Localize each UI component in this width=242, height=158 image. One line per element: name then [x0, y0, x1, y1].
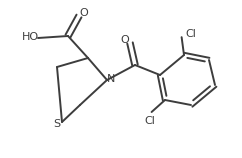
- Text: O: O: [121, 35, 129, 45]
- Text: S: S: [53, 119, 60, 129]
- Text: Cl: Cl: [144, 116, 155, 126]
- Text: Cl: Cl: [186, 29, 197, 39]
- Text: O: O: [80, 8, 88, 18]
- Text: HO: HO: [22, 32, 38, 42]
- Text: N: N: [107, 74, 115, 84]
